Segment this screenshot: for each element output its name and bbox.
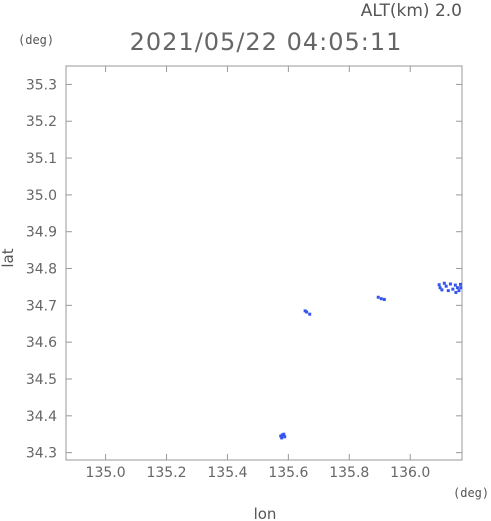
data-point (303, 309, 307, 313)
data-point (280, 433, 284, 437)
data-point (283, 435, 287, 439)
y-axis-label: lat (0, 248, 17, 267)
data-point (459, 286, 463, 290)
data-point (451, 287, 455, 291)
data-point (305, 310, 309, 314)
data-point (376, 295, 380, 299)
y-tick-label: 34.4 (26, 409, 57, 425)
x-tick-label: 135.2 (146, 465, 186, 481)
plot-area-frame (65, 65, 463, 461)
data-point (442, 281, 446, 285)
y-tick-label: 35.3 (26, 77, 57, 93)
y-tick-label: 34.8 (26, 262, 57, 278)
y-tick-label: 34.9 (26, 225, 57, 241)
data-point (448, 282, 452, 286)
data-point (279, 434, 283, 438)
y-tick-label: 34.7 (26, 298, 57, 314)
y-tick-label: 34.5 (26, 372, 57, 388)
data-point (282, 432, 286, 436)
data-point (308, 312, 312, 316)
y-axis-ticks: 34.3 34.4 34.5 34.6 34.7 34.8 34.9 35.0 35.1 35.2… (26, 77, 462, 462)
data-point (379, 297, 383, 301)
data-point (382, 297, 386, 301)
data-point (453, 283, 457, 287)
x-tick-label: 135.6 (268, 465, 308, 481)
x-tick-label: 135.0 (86, 465, 126, 481)
data-point (438, 286, 442, 290)
data-point (440, 288, 444, 292)
y-tick-label: 35.2 (26, 114, 57, 130)
x-axis-label: lon (254, 505, 277, 521)
data-point (458, 282, 462, 286)
x-tick-label: 135.4 (207, 465, 247, 481)
data-point (446, 289, 450, 293)
x-tick-label: 136.0 (390, 465, 430, 481)
data-point (444, 284, 448, 288)
data-point (280, 436, 284, 440)
y-tick-label: 34.3 (26, 446, 57, 462)
altitude-label: ALT(km) 2.0 (361, 1, 462, 21)
x-axis-unit: (deg) (453, 486, 489, 500)
data-point (455, 286, 459, 290)
data-point (437, 283, 441, 287)
y-tick-label: 34.6 (26, 335, 57, 351)
data-point (457, 289, 461, 293)
data-point (454, 290, 458, 294)
y-tick-label: 35.1 (26, 151, 57, 167)
y-axis-unit: (deg) (18, 33, 54, 47)
data-points (279, 281, 463, 440)
y-tick-label: 35.0 (26, 188, 57, 204)
x-tick-label: 135.8 (329, 465, 369, 481)
x-axis-ticks: 135.0 135.2 135.4 135.6 135.8 136.0 (86, 66, 430, 481)
datetime-title: 2021/05/22 04:05:11 (130, 28, 403, 56)
